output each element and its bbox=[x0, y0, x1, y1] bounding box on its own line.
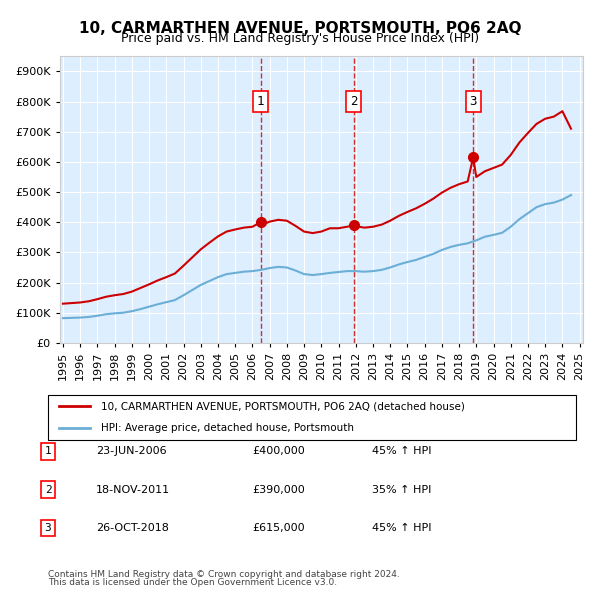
Text: 23-JUN-2006: 23-JUN-2006 bbox=[96, 447, 167, 456]
Text: £390,000: £390,000 bbox=[252, 485, 305, 494]
Text: Price paid vs. HM Land Registry's House Price Index (HPI): Price paid vs. HM Land Registry's House … bbox=[121, 32, 479, 45]
Text: 45% ↑ HPI: 45% ↑ HPI bbox=[372, 523, 431, 533]
Text: £400,000: £400,000 bbox=[252, 447, 305, 456]
Text: 1: 1 bbox=[44, 447, 52, 456]
Text: This data is licensed under the Open Government Licence v3.0.: This data is licensed under the Open Gov… bbox=[48, 578, 337, 587]
Text: 10, CARMARTHEN AVENUE, PORTSMOUTH, PO6 2AQ: 10, CARMARTHEN AVENUE, PORTSMOUTH, PO6 2… bbox=[79, 21, 521, 35]
FancyBboxPatch shape bbox=[48, 395, 576, 440]
Text: 2: 2 bbox=[350, 95, 358, 108]
Text: 18-NOV-2011: 18-NOV-2011 bbox=[96, 485, 170, 494]
Text: HPI: Average price, detached house, Portsmouth: HPI: Average price, detached house, Port… bbox=[101, 424, 354, 434]
Text: 45% ↑ HPI: 45% ↑ HPI bbox=[372, 447, 431, 456]
Text: 10, CARMARTHEN AVENUE, PORTSMOUTH, PO6 2AQ (detached house): 10, CARMARTHEN AVENUE, PORTSMOUTH, PO6 2… bbox=[101, 401, 464, 411]
Text: £615,000: £615,000 bbox=[252, 523, 305, 533]
Text: Contains HM Land Registry data © Crown copyright and database right 2024.: Contains HM Land Registry data © Crown c… bbox=[48, 571, 400, 579]
Text: 3: 3 bbox=[469, 95, 477, 108]
Text: 3: 3 bbox=[44, 523, 52, 533]
Text: 1: 1 bbox=[257, 95, 265, 108]
Text: 2: 2 bbox=[44, 485, 52, 494]
Text: 26-OCT-2018: 26-OCT-2018 bbox=[96, 523, 169, 533]
Text: 35% ↑ HPI: 35% ↑ HPI bbox=[372, 485, 431, 494]
